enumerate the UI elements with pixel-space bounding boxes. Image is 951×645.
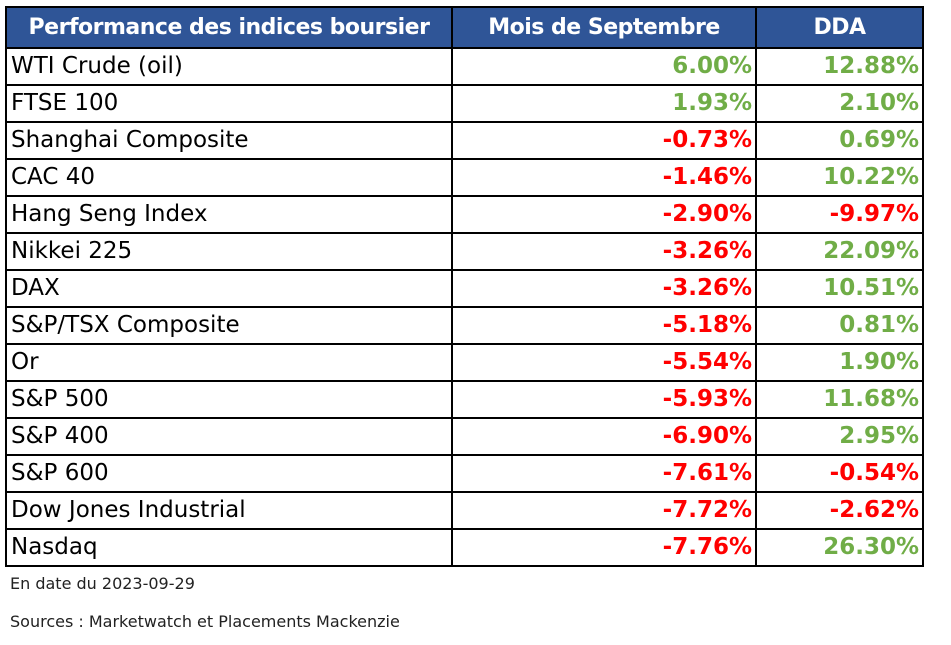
index-name-cell: S&P 400: [5, 417, 453, 456]
table-row: Or -5.54% 1.90%: [5, 343, 924, 382]
header-ytd: DDA: [755, 6, 924, 49]
month-return-cell: -3.26%: [451, 269, 757, 308]
table-row: S&P/TSX Composite -5.18% 0.81%: [5, 306, 924, 345]
month-return-cell: -7.76%: [451, 528, 757, 567]
index-name-cell: FTSE 100: [5, 84, 453, 123]
date-note: En date du 2023-09-29: [10, 574, 195, 593]
ytd-return-cell: 10.22%: [755, 158, 924, 197]
table-row: CAC 40 -1.46% 10.22%: [5, 158, 924, 197]
month-return-cell: 1.93%: [451, 84, 757, 123]
index-name-cell: Dow Jones Industrial: [5, 491, 453, 530]
month-return-cell: -5.54%: [451, 343, 757, 382]
table-row: S&P 400 -6.90% 2.95%: [5, 417, 924, 456]
ytd-return-cell: 0.69%: [755, 121, 924, 160]
month-return-cell: 6.00%: [451, 47, 757, 86]
table-body: WTI Crude (oil) 6.00% 12.88% FTSE 100 1.93% 2…: [5, 47, 924, 567]
month-return-cell: -5.93%: [451, 380, 757, 419]
performance-table: Performance des indices boursier Mois de…: [5, 6, 924, 567]
ytd-return-cell: 0.81%: [755, 306, 924, 345]
month-return-cell: -3.26%: [451, 232, 757, 271]
index-name-cell: Nasdaq: [5, 528, 453, 567]
month-return-cell: -2.90%: [451, 195, 757, 234]
table-row: Shanghai Composite -0.73% 0.69%: [5, 121, 924, 160]
index-name-cell: Or: [5, 343, 453, 382]
table-row: S&P 600 -7.61% -0.54%: [5, 454, 924, 493]
index-name-cell: S&P 500: [5, 380, 453, 419]
header-index-name: Performance des indices boursier: [5, 6, 453, 49]
ytd-return-cell: 11.68%: [755, 380, 924, 419]
index-name-cell: CAC 40: [5, 158, 453, 197]
ytd-return-cell: 26.30%: [755, 528, 924, 567]
table-row: DAX -3.26% 10.51%: [5, 269, 924, 308]
header-month: Mois de Septembre: [451, 6, 757, 49]
table-row: S&P 500 -5.93% 11.68%: [5, 380, 924, 419]
month-return-cell: -7.61%: [451, 454, 757, 493]
ytd-return-cell: 10.51%: [755, 269, 924, 308]
table-row: WTI Crude (oil) 6.00% 12.88%: [5, 47, 924, 86]
index-name-cell: Hang Seng Index: [5, 195, 453, 234]
ytd-return-cell: -9.97%: [755, 195, 924, 234]
ytd-return-cell: 22.09%: [755, 232, 924, 271]
table-row: Nasdaq -7.76% 26.30%: [5, 528, 924, 567]
index-name-cell: WTI Crude (oil): [5, 47, 453, 86]
month-return-cell: -5.18%: [451, 306, 757, 345]
ytd-return-cell: 12.88%: [755, 47, 924, 86]
index-name-cell: DAX: [5, 269, 453, 308]
table-row: Dow Jones Industrial -7.72% -2.62%: [5, 491, 924, 530]
month-return-cell: -1.46%: [451, 158, 757, 197]
ytd-return-cell: 2.10%: [755, 84, 924, 123]
table-row: Nikkei 225 -3.26% 22.09%: [5, 232, 924, 271]
index-name-cell: S&P/TSX Composite: [5, 306, 453, 345]
index-name-cell: Nikkei 225: [5, 232, 453, 271]
header-row: Performance des indices boursier Mois de…: [5, 6, 924, 49]
month-return-cell: -0.73%: [451, 121, 757, 160]
ytd-return-cell: 2.95%: [755, 417, 924, 456]
sources-note: Sources : Marketwatch et Placements Mack…: [10, 612, 400, 631]
month-return-cell: -6.90%: [451, 417, 757, 456]
table-row: Hang Seng Index -2.90% -9.97%: [5, 195, 924, 234]
month-return-cell: -7.72%: [451, 491, 757, 530]
table-row: FTSE 100 1.93% 2.10%: [5, 84, 924, 123]
ytd-return-cell: -2.62%: [755, 491, 924, 530]
ytd-return-cell: -0.54%: [755, 454, 924, 493]
index-name-cell: Shanghai Composite: [5, 121, 453, 160]
index-name-cell: S&P 600: [5, 454, 453, 493]
ytd-return-cell: 1.90%: [755, 343, 924, 382]
